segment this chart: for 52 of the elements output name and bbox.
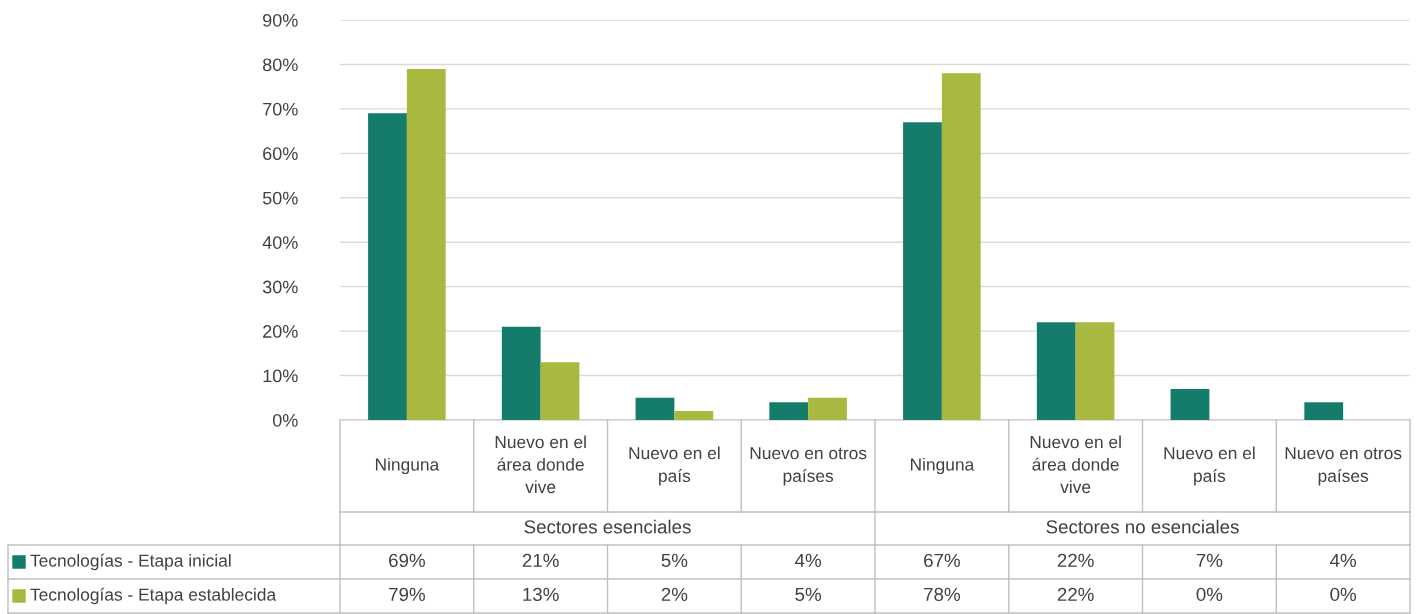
data-label: 67% <box>924 553 960 568</box>
y-tick-label: 40% <box>262 236 298 249</box>
data-label: 2% <box>661 587 688 601</box>
data-label: 0% <box>1330 587 1357 602</box>
y-tick-label: 0% <box>272 413 298 427</box>
bar <box>540 362 580 420</box>
x-tick-label: Nuevo en el área donde vive <box>1030 435 1121 494</box>
bar <box>769 402 809 420</box>
data-label: 4% <box>795 553 822 567</box>
y-tick-label: 80% <box>262 58 298 72</box>
y-tick-label: 10% <box>263 369 298 383</box>
data-label: 4% <box>1330 553 1357 567</box>
data-label: 69% <box>389 553 425 568</box>
bar <box>406 68 446 420</box>
x-tick-label: Nuevo en el país <box>1164 446 1255 486</box>
bar <box>941 73 981 420</box>
x-tick-label: Ninguna <box>910 457 975 475</box>
data-label: 5% <box>661 553 688 568</box>
data-label: 78% <box>924 587 960 602</box>
data-label: 22% <box>1057 553 1094 567</box>
bar <box>1170 388 1210 420</box>
bar <box>903 122 942 420</box>
text: Sectores no esenciales <box>1046 519 1239 534</box>
bar <box>808 397 847 420</box>
text: Sectores esenciales <box>524 519 691 534</box>
y-tick-label: 70% <box>263 102 298 116</box>
y-tick-label: 30% <box>262 280 298 294</box>
data-label: 22% <box>1057 587 1094 601</box>
x-tick-label: Nuevo en otros países <box>750 447 867 486</box>
legend-label: Tecnologías - Etapa establecida <box>30 587 277 605</box>
bar <box>501 326 541 420</box>
y-tick-label: 50% <box>262 191 298 205</box>
data-label: 79% <box>389 587 425 602</box>
bar <box>674 411 714 420</box>
data-label: 13% <box>523 587 559 602</box>
data-label: 7% <box>1196 553 1223 567</box>
bar <box>368 113 407 420</box>
bar <box>1304 402 1344 420</box>
data-label: 0% <box>1196 587 1223 602</box>
data-label: 21% <box>522 553 559 567</box>
x-tick-label: Nuevo en el área donde vive <box>495 435 586 494</box>
x-tick-label: Nuevo en otros países <box>1285 447 1402 486</box>
bar <box>1075 322 1115 420</box>
legend-label: Tecnologías - Etapa inicial <box>30 553 231 571</box>
y-tick-label: 20% <box>263 325 298 338</box>
y-tick-label: 90% <box>263 13 298 27</box>
data-label: 5% <box>795 587 822 602</box>
bar <box>1036 322 1076 420</box>
y-tick-label: 60% <box>263 147 298 161</box>
x-tick-label: Ninguna <box>375 457 440 475</box>
bar <box>635 397 675 420</box>
x-tick-label: Nuevo en el país <box>629 446 720 486</box>
